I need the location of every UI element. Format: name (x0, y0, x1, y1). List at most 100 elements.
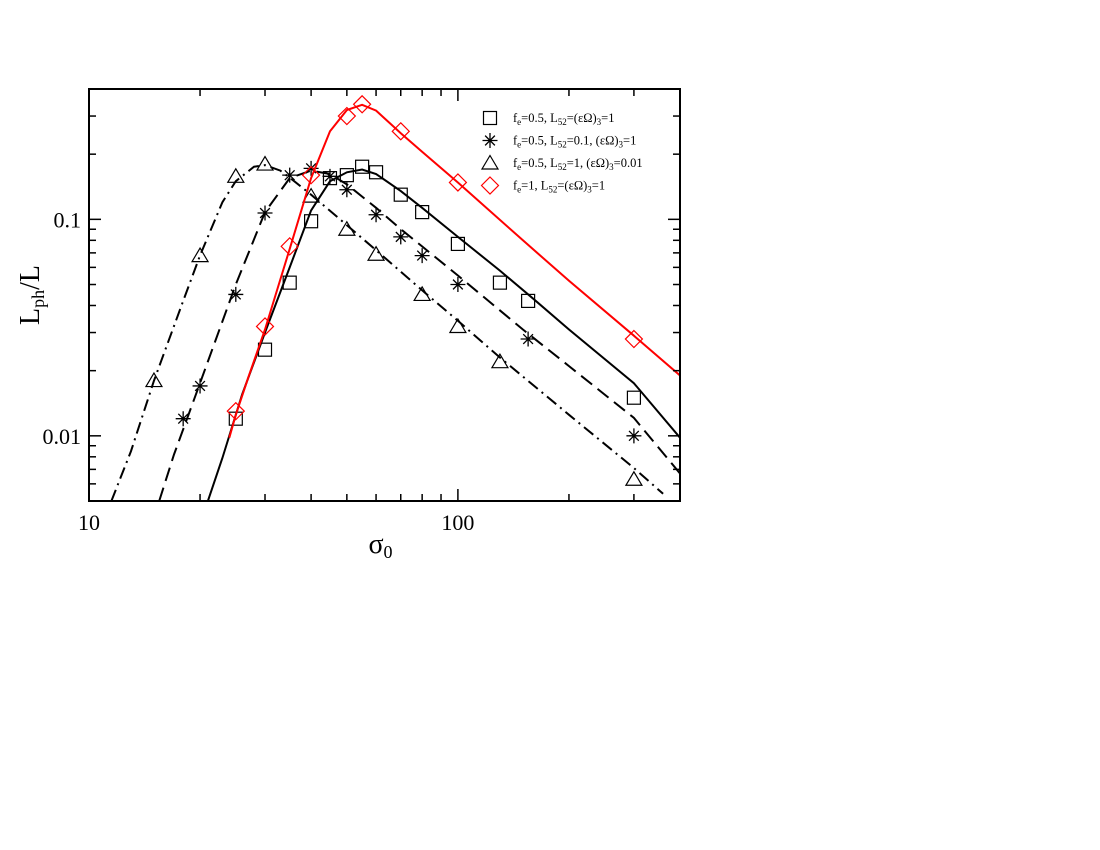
data-point (367, 245, 386, 261)
data-point (368, 165, 384, 180)
x-axis-label-main: σ (368, 529, 383, 560)
data-point (352, 94, 372, 114)
data-point (226, 401, 246, 421)
legend: fe=0.5, L52=(εΩ)3=1fe=0.5, L52=0.1, (εΩ)… (480, 110, 643, 195)
data-point (301, 165, 321, 185)
legend-text-part: 52 (558, 139, 567, 149)
x-axis-label-sub: 0 (384, 542, 393, 562)
legend-text-part: =0.01 (614, 156, 643, 170)
legend-text-part: =0.5, L (521, 156, 558, 170)
legend-text-part: e (517, 139, 521, 149)
data-point (255, 317, 275, 336)
legend-text-part: e (517, 184, 521, 194)
axis-ticks: 10 100 0.01 0.1 (43, 88, 681, 535)
legend-text-part: e (517, 162, 521, 172)
data-point (490, 353, 509, 369)
data-point (414, 248, 430, 264)
y-axis-label-tail: /L (15, 265, 46, 290)
legend-text-part: 3 (619, 139, 624, 149)
data-point (144, 371, 164, 388)
data-point (337, 220, 356, 236)
data-point (520, 331, 536, 347)
legend-entry: fe=0.5, L52=(εΩ)3=1 (513, 111, 614, 127)
legend-entry: fe=1, L52=(εΩ)3=1 (513, 179, 605, 195)
legend-text-part: 3 (609, 162, 614, 172)
data-point (393, 229, 409, 245)
data-point (624, 470, 643, 486)
legend-text-part: =1, L (521, 179, 548, 193)
data-point (228, 286, 244, 302)
y-axis-label-main: L (15, 308, 46, 325)
legend-text-part: =(εΩ) (557, 179, 587, 193)
plot-frame (88, 88, 681, 502)
x-tick-label: 100 (441, 510, 474, 535)
y-tick-label: 0.1 (54, 207, 82, 232)
legend-text-part: 52 (558, 162, 567, 172)
legend-entry: fe=0.5, L52=1, (εΩ)3=0.01 (513, 156, 643, 172)
data-point (450, 236, 466, 252)
data-point (339, 168, 354, 183)
data-point (355, 159, 370, 174)
data-point (280, 237, 300, 256)
data-point (450, 277, 466, 293)
series-square (206, 159, 680, 501)
y-tick-label: 0.01 (43, 424, 82, 449)
data-point (624, 329, 644, 349)
data-point (626, 390, 642, 405)
data-point (257, 205, 273, 221)
data-point (175, 411, 191, 427)
data-point (391, 121, 411, 141)
data-point (393, 187, 408, 202)
data-point (448, 317, 467, 334)
series-line (228, 103, 680, 438)
data-point (303, 214, 319, 229)
data-point (339, 182, 355, 198)
legend-text-part: =0.5, L (521, 134, 558, 148)
data-point (282, 167, 298, 183)
data-point (302, 187, 321, 203)
data-point (368, 207, 384, 223)
legend-text-part: e (517, 117, 521, 127)
legend-text-part: =1 (623, 134, 636, 148)
legend-marker (482, 110, 498, 126)
data-point (626, 428, 642, 444)
data-point (448, 173, 468, 192)
legend-text-part: =(εΩ) (567, 111, 597, 125)
data-point (192, 378, 208, 394)
x-tick-label: 10 (78, 510, 100, 535)
data-point (303, 160, 319, 176)
series-triangle (110, 155, 664, 501)
legend-marker (480, 176, 500, 195)
legend-marker (480, 154, 500, 170)
data-point (337, 106, 357, 126)
legend-text-part: f (513, 179, 518, 193)
y-axis-label-sub: ph (28, 290, 48, 308)
data-point (190, 246, 210, 263)
legend-text-part: =1 (601, 111, 614, 125)
legend-text-part: 52 (548, 184, 557, 194)
legend-text-part: 3 (587, 184, 592, 194)
legend-text-part: =0.5, L (521, 111, 558, 125)
legend-text-part: =1 (592, 179, 605, 193)
legend-text-part: f (513, 156, 518, 170)
legend-marker (482, 133, 498, 148)
x-axis-label: σ0 (368, 529, 392, 562)
legend-text-part: f (513, 134, 518, 148)
legend-text-part: f (513, 111, 518, 125)
series-star (158, 160, 680, 501)
series-diamond (226, 94, 680, 438)
data-point (322, 168, 338, 184)
data-point (282, 275, 297, 290)
legend-entry: fe=0.5, L52=0.1, (εΩ)3=1 (513, 134, 636, 150)
data-point (226, 167, 245, 183)
plot-marks (110, 94, 680, 501)
legend-text-part: =0.1, (εΩ) (567, 134, 619, 148)
legend-text-part: =1, (εΩ) (567, 156, 609, 170)
data-point (415, 205, 430, 220)
legend-text-part: 52 (558, 117, 567, 127)
data-point (413, 285, 432, 302)
series-line (110, 164, 664, 501)
data-point (521, 293, 536, 309)
data-point (255, 155, 275, 171)
